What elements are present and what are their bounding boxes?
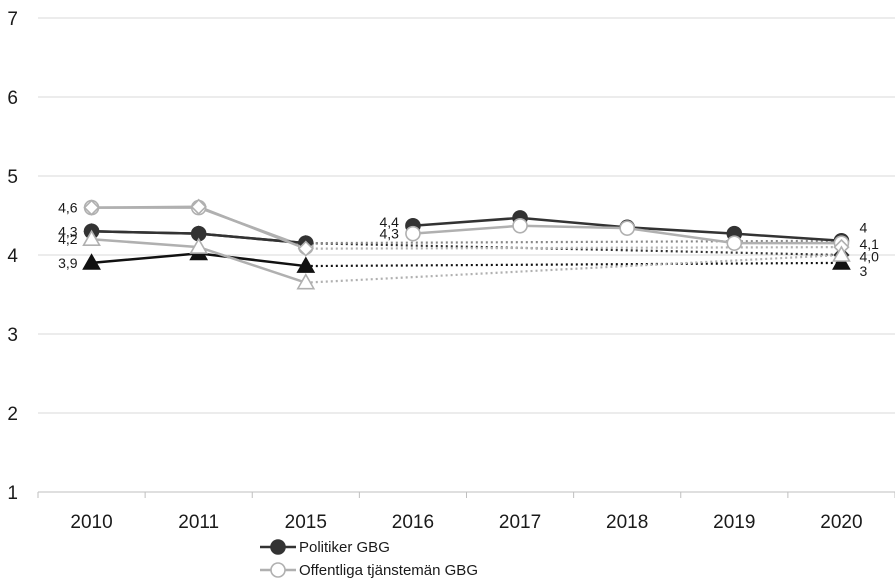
y-tick-label: 3 bbox=[7, 325, 18, 346]
data-point bbox=[270, 539, 286, 555]
data-point bbox=[832, 245, 851, 262]
data-label: 3,9 bbox=[58, 255, 78, 271]
y-tick-label: 5 bbox=[7, 167, 18, 188]
x-axis: 2010 2011 2015 2016 2017 2018 2019 2020 bbox=[37, 491, 895, 533]
trendline bbox=[305, 246, 842, 250]
data-label: 4,1 bbox=[859, 236, 879, 252]
data-label: 4,6 bbox=[58, 200, 78, 216]
legend-entry: Politiker GBG bbox=[299, 539, 390, 556]
data-point bbox=[405, 225, 421, 242]
trendlines bbox=[305, 239, 842, 284]
y-tick-label: 2 bbox=[7, 404, 18, 425]
data-point bbox=[296, 256, 316, 273]
data-point bbox=[512, 217, 528, 234]
trendline bbox=[305, 261, 842, 268]
data-label: 4,2 bbox=[58, 231, 78, 247]
legend: Politiker GBG Offentliga tjänstemän GBG bbox=[260, 539, 478, 579]
data-label: 4,3 bbox=[58, 223, 78, 239]
data-point bbox=[82, 229, 101, 246]
x-tick-label: 2016 bbox=[392, 512, 434, 533]
y-tick-label: 4 bbox=[7, 246, 18, 267]
x-tick-label: 2017 bbox=[499, 512, 541, 533]
data-label: 3 bbox=[859, 263, 867, 279]
series-markers bbox=[82, 198, 851, 290]
data-point bbox=[189, 237, 209, 254]
data-point bbox=[297, 240, 314, 257]
data-labels: 4,64,34,23,94,44,3 44,14,03 bbox=[58, 200, 879, 279]
trendline bbox=[305, 239, 842, 245]
trendline bbox=[305, 253, 842, 284]
data-label: 4,3 bbox=[379, 226, 399, 242]
legend-entry: Offentliga tjänstemän GBG bbox=[299, 562, 478, 579]
data-point bbox=[82, 253, 101, 270]
x-tick-label: 2018 bbox=[606, 512, 648, 533]
y-tick-label: 6 bbox=[7, 88, 18, 109]
x-tick-label: 2015 bbox=[285, 512, 327, 533]
x-tick-label: 2011 bbox=[178, 512, 219, 533]
data-point bbox=[270, 562, 286, 578]
trendline bbox=[305, 242, 842, 257]
data-label: 4,0 bbox=[859, 249, 879, 265]
y-tick-label: 7 bbox=[7, 9, 18, 30]
y-tick-label: 1 bbox=[7, 483, 18, 504]
gridlines bbox=[38, 17, 895, 414]
data-label: 4 bbox=[859, 219, 867, 235]
data-point bbox=[190, 198, 207, 215]
x-tick-label: 2010 bbox=[70, 512, 112, 533]
data-point bbox=[726, 235, 743, 251]
data-point bbox=[83, 199, 100, 216]
data-point bbox=[832, 253, 851, 270]
data-label: 4,4 bbox=[379, 214, 399, 230]
x-tick-label: 2020 bbox=[820, 512, 862, 533]
data-point bbox=[619, 220, 635, 236]
y-axis-ticks: 1 2 3 4 5 6 7 bbox=[7, 9, 18, 504]
data-point bbox=[296, 273, 316, 290]
x-tick-label: 2019 bbox=[713, 512, 755, 533]
